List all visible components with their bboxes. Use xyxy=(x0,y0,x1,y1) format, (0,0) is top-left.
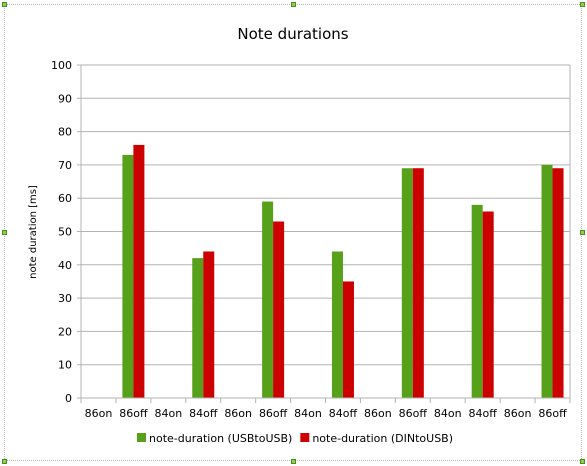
bar xyxy=(412,168,424,398)
legend-swatch xyxy=(300,433,310,442)
y-axis-label: note duration [ms] xyxy=(28,185,39,279)
selection-handle-top-center[interactable] xyxy=(291,2,296,7)
y-tick-label: 70 xyxy=(58,159,72,172)
y-tick-label: 10 xyxy=(58,359,72,372)
x-tick-label: 86off xyxy=(119,407,148,420)
y-tick-label: 80 xyxy=(58,126,72,139)
bar xyxy=(262,201,274,398)
bar xyxy=(122,154,134,398)
chart-title: Note durations xyxy=(237,25,348,43)
selection-handle-top-right[interactable] xyxy=(580,2,585,7)
y-tick-label: 0 xyxy=(65,392,72,405)
x-tick-label: 86on xyxy=(504,407,532,420)
x-tick-label: 86off xyxy=(538,407,567,420)
selection-handle-middle-right[interactable] xyxy=(580,230,585,235)
bar xyxy=(133,144,145,398)
x-tick-label: 84on xyxy=(154,407,182,420)
y-tick-label: 90 xyxy=(58,92,72,105)
x-tick-label: 86on xyxy=(364,407,392,420)
selection-handle-bottom-right[interactable] xyxy=(580,459,585,464)
y-tick-label: 40 xyxy=(58,259,72,272)
selection-handle-top-left[interactable] xyxy=(2,2,7,7)
y-tick-label: 60 xyxy=(58,192,72,205)
bar xyxy=(541,164,553,398)
x-tick-label: 84on xyxy=(434,407,462,420)
bar xyxy=(342,281,354,398)
y-tick-label: 30 xyxy=(58,292,72,305)
bar xyxy=(482,211,494,398)
plot-area: 0 10 20 30 40 50 60 70 80 90 100 86on 86off 84on 84off… xyxy=(51,59,571,420)
legend-label: note-duration (USBtoUSB) xyxy=(149,432,292,445)
selection-handle-bottom-left[interactable] xyxy=(2,459,7,464)
x-tick-label: 84off xyxy=(189,407,218,420)
x-tick-label: 86on xyxy=(85,407,113,420)
x-tick-label: 86on xyxy=(224,407,252,420)
y-tick-label: 100 xyxy=(51,59,72,72)
y-tick-label: 20 xyxy=(58,325,72,338)
x-tick-label: 84off xyxy=(469,407,498,420)
selection-handle-bottom-center[interactable] xyxy=(291,459,296,464)
bar xyxy=(401,168,413,398)
bar xyxy=(471,204,483,398)
y-tick-label: 50 xyxy=(58,226,72,239)
selection-handle-middle-left[interactable] xyxy=(2,230,7,235)
x-tick-label: 84off xyxy=(329,407,358,420)
bar xyxy=(273,221,285,398)
x-tick-label: 86off xyxy=(399,407,428,420)
bar xyxy=(552,168,564,398)
legend-label: note-duration (DINtoUSB) xyxy=(312,432,453,445)
bar xyxy=(192,258,204,398)
bar xyxy=(331,251,343,398)
x-tick-label: 86off xyxy=(259,407,288,420)
legend-swatch xyxy=(137,433,146,442)
bar xyxy=(203,251,215,398)
legend: note-duration (USBtoUSB) note-duration (D… xyxy=(137,432,453,445)
x-tick-label: 84on xyxy=(294,407,322,420)
